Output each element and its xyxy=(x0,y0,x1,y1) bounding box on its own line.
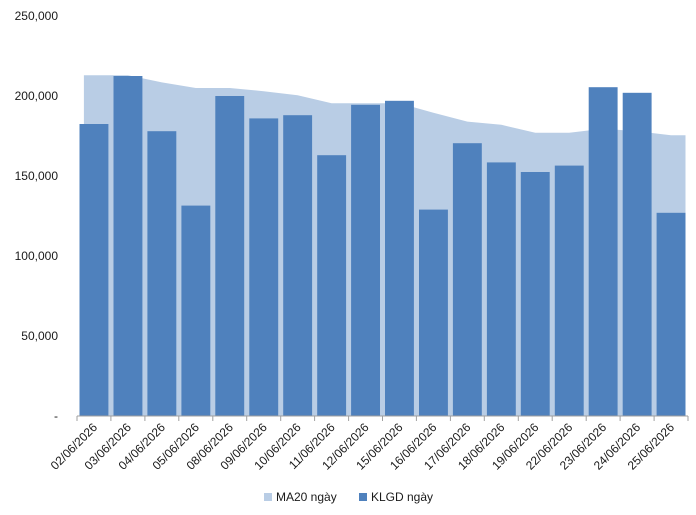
bar-02/06/2026 xyxy=(79,124,109,416)
legend-label-klgd: KLGD ngày xyxy=(371,490,433,504)
bar-24/06/2026 xyxy=(622,92,652,417)
y-tick-label: 200,000 xyxy=(15,89,59,103)
y-tick-label: - xyxy=(54,409,58,423)
y-tick-label: 50,000 xyxy=(21,329,58,343)
y-tick-label: 100,000 xyxy=(15,249,59,263)
bar-25/06/2026 xyxy=(656,212,686,416)
legend: MA20 ngày KLGD ngày xyxy=(264,490,433,504)
bar-layer xyxy=(79,76,686,417)
bar-03/06/2026 xyxy=(113,76,143,416)
y-tick-label: 250,000 xyxy=(15,9,59,23)
legend-swatch-ma20 xyxy=(264,493,272,501)
bar-10/06/2026 xyxy=(283,115,313,416)
bar-11/06/2026 xyxy=(317,155,347,416)
legend-label-ma20: MA20 ngày xyxy=(276,490,337,504)
bar-16/06/2026 xyxy=(419,209,448,416)
legend-swatch-klgd xyxy=(359,493,367,501)
bar-15/06/2026 xyxy=(385,100,414,417)
bar-04/06/2026 xyxy=(147,131,177,416)
bar-23/06/2026 xyxy=(588,87,618,416)
bar-18/06/2026 xyxy=(486,162,516,416)
bar-08/06/2026 xyxy=(215,96,245,416)
y-tick-label: 150,000 xyxy=(15,169,59,183)
bar-12/06/2026 xyxy=(351,104,380,417)
bar-17/06/2026 xyxy=(452,143,482,416)
bar-05/06/2026 xyxy=(181,205,211,416)
bar-22/06/2026 xyxy=(554,165,584,416)
bar-19/06/2026 xyxy=(520,172,550,416)
bar-09/06/2026 xyxy=(249,118,279,417)
